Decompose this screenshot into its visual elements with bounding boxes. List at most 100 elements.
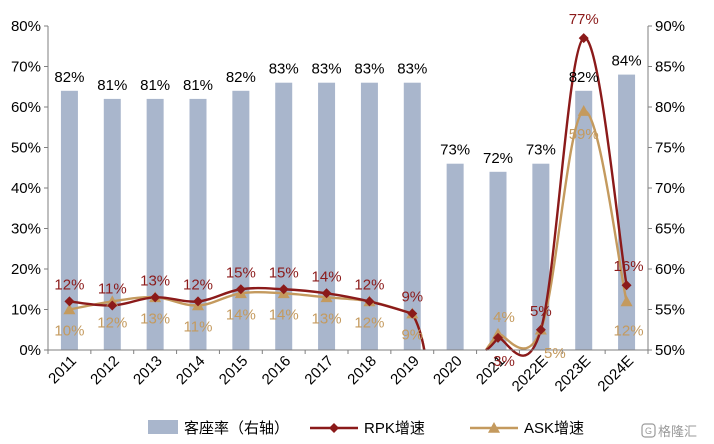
data-labels: 82% 81% 81% 81% 82% 83% 83% 83% 83% 73% 72% 73% 82% 8… xyxy=(54,11,643,370)
rpk-label-2011: 12% xyxy=(54,276,84,293)
ask-label-2017: 13% xyxy=(312,310,342,327)
bar-2012 xyxy=(103,98,121,351)
rpk-marker-2021 xyxy=(493,332,503,343)
bar-label-2014: 81% xyxy=(183,77,213,94)
y-right-tick-label: 65% xyxy=(655,221,685,238)
y-left-tick-label: 60% xyxy=(11,99,41,116)
bar-label-2024E: 84% xyxy=(612,53,642,70)
x-tick-label-2020: 2020 xyxy=(430,353,466,389)
rpk-label-2012: 11% xyxy=(98,280,127,297)
bar-2021 xyxy=(489,171,507,350)
rpk-marker-2016 xyxy=(278,284,289,295)
y-left-tick-label: 80% xyxy=(11,18,41,35)
bar-2018 xyxy=(360,82,378,350)
rpk-marker-2018 xyxy=(364,296,375,307)
y-left-tick-label: 0% xyxy=(19,342,41,359)
rpk-marker-2013 xyxy=(150,292,161,303)
rpk-marker-2011 xyxy=(64,296,75,307)
rpk-label-2013: 13% xyxy=(140,272,170,289)
y-left-tick-label: 10% xyxy=(11,302,41,319)
ask-label-2014: 11% xyxy=(184,318,213,335)
ask-label-2016: 14% xyxy=(269,306,299,323)
legend-label-rpk: RPK增速 xyxy=(364,420,425,437)
svg-text:G: G xyxy=(645,426,652,436)
ask-marker-2024E xyxy=(620,295,633,307)
rpk-label-2018: 12% xyxy=(354,276,384,293)
rpk-label-2023E: 77% xyxy=(569,11,599,28)
rpk-marker-2017 xyxy=(321,288,332,299)
rpk-label-2017: 14% xyxy=(312,268,342,285)
watermark: G 格隆汇 xyxy=(641,423,697,439)
rpk-marker-2024E xyxy=(621,280,632,291)
watermark-logo-icon: G xyxy=(641,423,656,438)
ask-label-2013: 13% xyxy=(140,310,170,327)
bar-label-2021: 72% xyxy=(483,150,513,167)
x-tick-label-2015: 2015 xyxy=(216,353,252,389)
rpk-marker-2014 xyxy=(193,296,203,307)
rpk-label-2015: 15% xyxy=(226,264,256,281)
legend-label-ask: ASK增速 xyxy=(524,420,584,437)
rpk-label-2016: 15% xyxy=(269,264,299,281)
ask-label-2024E: 12% xyxy=(614,322,644,339)
rpk-marker-2023E xyxy=(578,33,589,44)
rpk-label-2021: 3% xyxy=(493,353,515,370)
y-right-tick-label: 75% xyxy=(655,140,685,157)
bar-label-2023E: 82% xyxy=(569,69,599,86)
rpk-marker-2022E xyxy=(535,324,546,335)
bar-2011 xyxy=(60,90,78,351)
rpk-marker-2015 xyxy=(235,284,246,295)
rpk-line-segment-1 xyxy=(497,36,628,357)
ask-label-2011: 10% xyxy=(54,323,84,340)
x-tick-label-2012: 2012 xyxy=(87,353,123,389)
y-left-tick-label: 70% xyxy=(11,59,41,76)
bar-2013 xyxy=(146,98,164,351)
ask-label-2012: 12% xyxy=(97,314,127,331)
y-right-tick-label: 80% xyxy=(655,99,685,116)
ask-label-2019: 9% xyxy=(401,327,423,344)
ask-marker-2011 xyxy=(63,303,76,315)
rpk-marker-2019 xyxy=(407,308,418,319)
x-tick-label-2011: 2011 xyxy=(45,353,80,388)
bar-2017 xyxy=(318,82,336,350)
bar-2014 xyxy=(189,98,207,351)
bar-label-2013: 81% xyxy=(140,77,170,94)
bar-label-2020: 73% xyxy=(440,142,470,159)
x-tick-label-2018: 2018 xyxy=(344,353,380,389)
ask-label-2018: 12% xyxy=(354,314,384,331)
y-left-tick-label: 40% xyxy=(11,180,41,197)
bar-2019 xyxy=(403,82,421,350)
bar-2016 xyxy=(275,82,293,350)
ask-label-2022E: 5% xyxy=(544,345,566,362)
x-tick-label-2014: 2014 xyxy=(173,353,209,389)
rpk-marker-2012 xyxy=(107,300,118,311)
ask-line-segment-1 xyxy=(497,109,628,350)
bar-2024E xyxy=(618,74,636,350)
ask-label-2015: 14% xyxy=(226,306,256,323)
ask-label-2021: 4% xyxy=(493,309,515,326)
watermark-text: 格隆汇 xyxy=(658,424,697,439)
rpk-label-2014: 12% xyxy=(183,276,213,293)
rpk-label-2019: 9% xyxy=(401,289,423,306)
x-tick-label-2024E: 2024E xyxy=(594,353,637,396)
y-left-tick-label: 20% xyxy=(11,261,41,278)
bar-2015 xyxy=(232,90,250,351)
y-left-tick-label: 30% xyxy=(11,221,41,238)
bar-label-2019: 83% xyxy=(397,61,427,78)
ask-marker-2023E xyxy=(577,105,590,116)
x-tick-label-2016: 2016 xyxy=(259,353,295,389)
bar-label-2018: 83% xyxy=(354,61,384,78)
y-right-tick-label: 55% xyxy=(655,302,685,319)
legend-swatch-load-factor xyxy=(148,420,178,434)
y-right-tick-label: 90% xyxy=(655,18,685,35)
x-tick-label-2017: 2017 xyxy=(301,353,337,389)
legend: 客座率（右轴） RPK增速 ASK增速 xyxy=(148,420,584,437)
bar-label-2017: 83% xyxy=(312,61,342,78)
bar-label-2012: 81% xyxy=(97,77,127,94)
y-right-tick-label: 50% xyxy=(655,342,685,359)
y-right-tick-label: 60% xyxy=(655,261,685,278)
bar-2022E xyxy=(532,163,550,350)
bar-2020 xyxy=(446,163,464,350)
bar-label-2015: 82% xyxy=(226,69,256,86)
x-tick-label-2013: 2013 xyxy=(130,353,166,389)
